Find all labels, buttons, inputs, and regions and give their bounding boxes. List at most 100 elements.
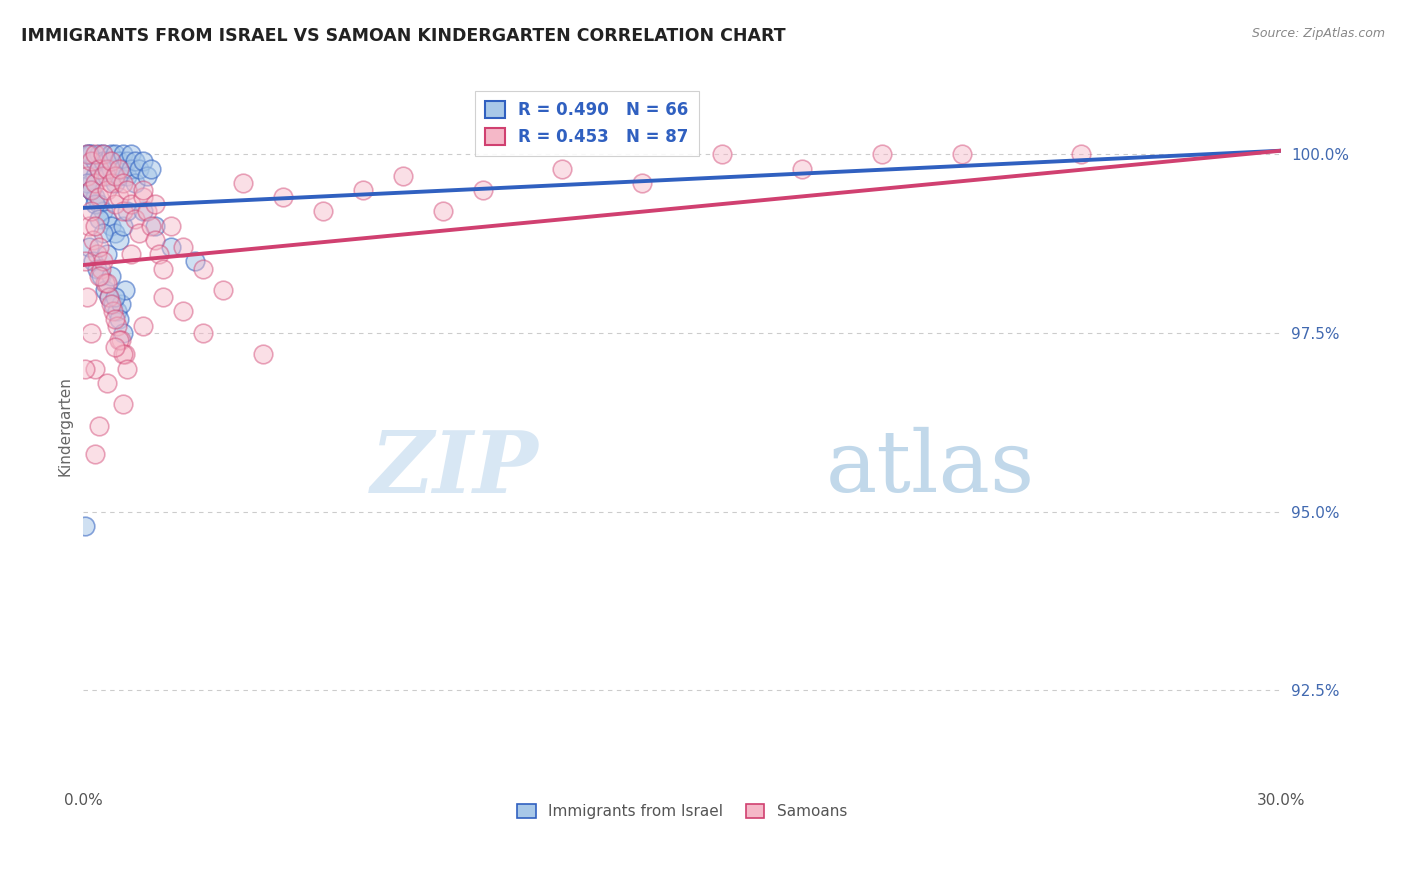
Point bbox=[91, 154, 114, 169]
Point bbox=[100, 268, 122, 283]
Point bbox=[108, 333, 131, 347]
Point bbox=[104, 147, 127, 161]
Point bbox=[551, 161, 574, 176]
Point bbox=[98, 290, 121, 304]
Point bbox=[115, 204, 138, 219]
Point bbox=[100, 176, 122, 190]
Point bbox=[96, 276, 118, 290]
Point bbox=[115, 183, 138, 197]
Point bbox=[120, 247, 142, 261]
Point bbox=[84, 147, 107, 161]
Point bbox=[89, 211, 111, 226]
Point bbox=[870, 147, 893, 161]
Point bbox=[232, 176, 254, 190]
Point bbox=[75, 361, 97, 376]
Point bbox=[80, 176, 103, 190]
Point bbox=[84, 361, 107, 376]
Point bbox=[84, 154, 107, 169]
Point bbox=[89, 161, 111, 176]
Point bbox=[104, 290, 127, 304]
Text: Source: ZipAtlas.com: Source: ZipAtlas.com bbox=[1251, 27, 1385, 40]
Point bbox=[103, 297, 125, 311]
Point bbox=[89, 190, 111, 204]
Point bbox=[105, 304, 128, 318]
Point bbox=[711, 147, 734, 161]
Point bbox=[132, 183, 155, 197]
Point bbox=[90, 261, 112, 276]
Point bbox=[98, 290, 121, 304]
Point bbox=[108, 154, 131, 169]
Point bbox=[91, 254, 114, 268]
Point bbox=[75, 518, 97, 533]
Point bbox=[112, 326, 135, 340]
Point bbox=[84, 219, 107, 233]
Point bbox=[84, 169, 107, 183]
Text: atlas: atlas bbox=[825, 427, 1035, 510]
Point bbox=[108, 169, 131, 183]
Point bbox=[89, 240, 111, 254]
Point bbox=[105, 318, 128, 333]
Point bbox=[152, 290, 174, 304]
Point bbox=[104, 197, 127, 211]
Legend: Immigrants from Israel, Samoans: Immigrants from Israel, Samoans bbox=[512, 798, 853, 825]
Point bbox=[76, 176, 98, 190]
Point bbox=[114, 347, 136, 361]
Point bbox=[103, 304, 125, 318]
Point bbox=[136, 204, 159, 219]
Point bbox=[132, 318, 155, 333]
Point bbox=[86, 247, 108, 261]
Point bbox=[89, 161, 111, 176]
Point bbox=[80, 183, 103, 197]
Point bbox=[790, 161, 813, 176]
Point bbox=[112, 176, 135, 190]
Point bbox=[96, 247, 118, 261]
Point bbox=[91, 147, 114, 161]
Point bbox=[89, 147, 111, 161]
Point bbox=[124, 211, 146, 226]
Point bbox=[1070, 147, 1092, 161]
Point bbox=[128, 161, 150, 176]
Point bbox=[76, 147, 98, 161]
Point bbox=[172, 304, 194, 318]
Point bbox=[141, 219, 163, 233]
Point bbox=[391, 169, 413, 183]
Point bbox=[432, 204, 454, 219]
Point bbox=[252, 347, 274, 361]
Point bbox=[84, 197, 107, 211]
Point bbox=[100, 161, 122, 176]
Point bbox=[77, 219, 100, 233]
Point bbox=[91, 147, 114, 161]
Point bbox=[352, 183, 374, 197]
Point bbox=[100, 147, 122, 161]
Point bbox=[120, 197, 142, 211]
Point bbox=[143, 197, 166, 211]
Point bbox=[80, 326, 103, 340]
Point bbox=[96, 376, 118, 390]
Point bbox=[96, 211, 118, 226]
Text: ZIP: ZIP bbox=[371, 427, 538, 510]
Point bbox=[89, 268, 111, 283]
Point bbox=[191, 261, 214, 276]
Point bbox=[84, 447, 107, 461]
Point bbox=[89, 197, 111, 211]
Point bbox=[96, 161, 118, 176]
Point bbox=[110, 333, 132, 347]
Point bbox=[77, 240, 100, 254]
Point bbox=[80, 183, 103, 197]
Point bbox=[76, 147, 98, 161]
Point bbox=[80, 147, 103, 161]
Point bbox=[191, 326, 214, 340]
Point bbox=[86, 261, 108, 276]
Point bbox=[184, 254, 207, 268]
Point bbox=[124, 154, 146, 169]
Point bbox=[84, 190, 107, 204]
Point bbox=[94, 276, 117, 290]
Point bbox=[132, 204, 155, 219]
Point bbox=[77, 147, 100, 161]
Point bbox=[91, 169, 114, 183]
Point bbox=[112, 161, 135, 176]
Point bbox=[90, 268, 112, 283]
Point bbox=[100, 154, 122, 169]
Point bbox=[950, 147, 973, 161]
Point bbox=[80, 154, 103, 169]
